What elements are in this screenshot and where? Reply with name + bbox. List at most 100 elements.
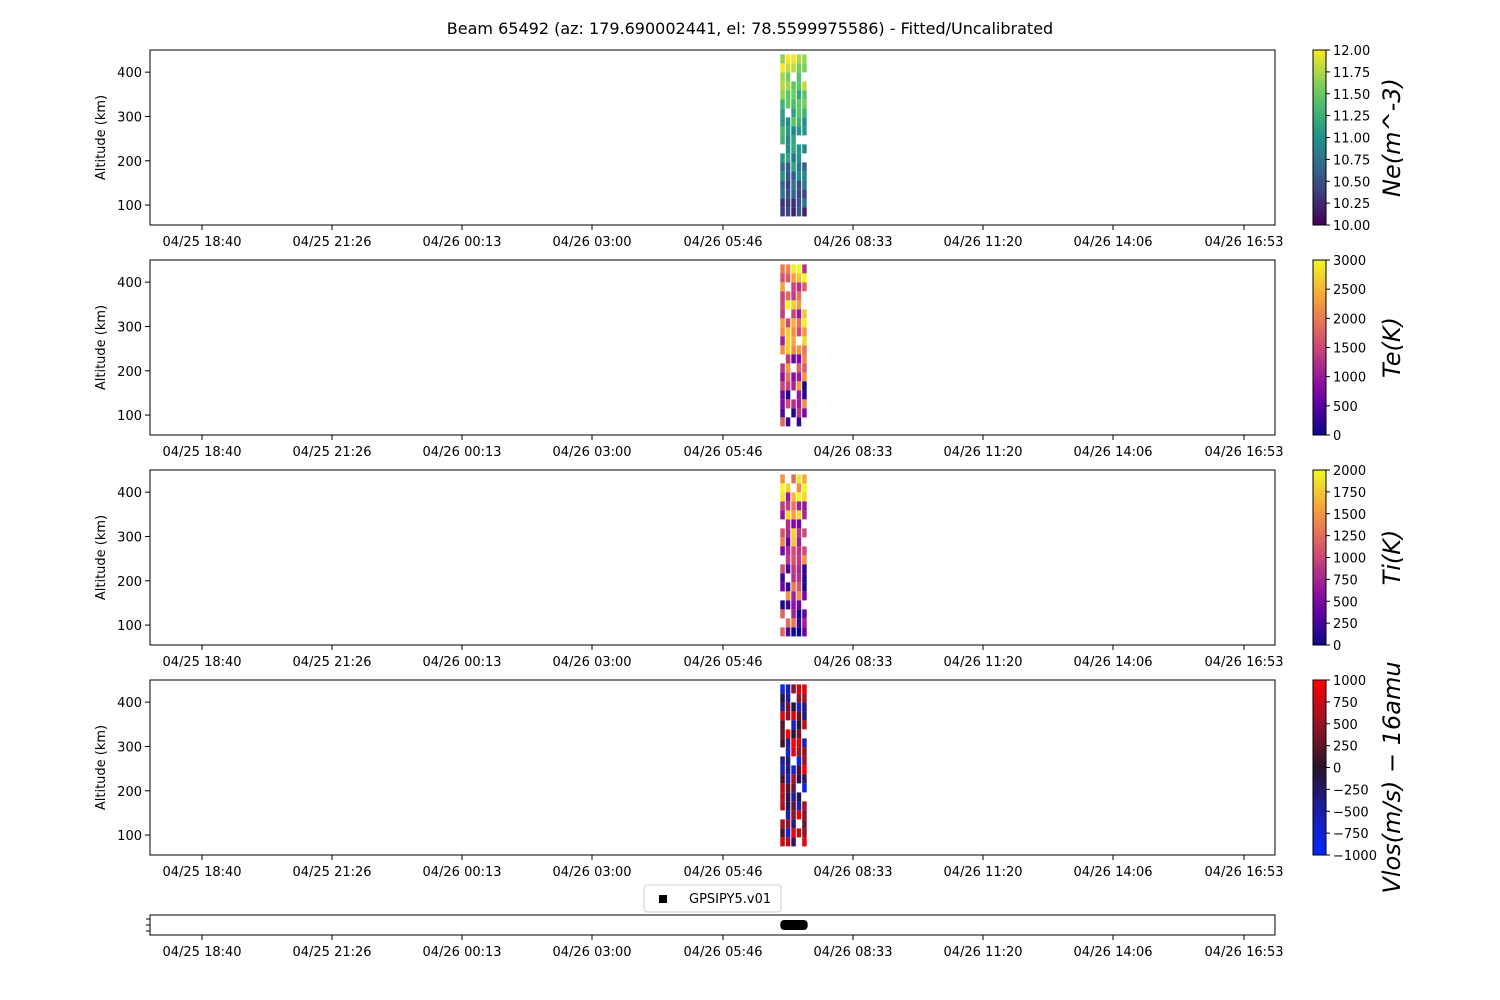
data-cell xyxy=(796,171,802,181)
x-tick-label: 04/26 05:46 xyxy=(683,655,762,670)
data-cell xyxy=(780,318,785,328)
data-cell xyxy=(791,702,796,712)
data-cell xyxy=(802,327,807,337)
data-cell xyxy=(785,198,791,208)
data-cell xyxy=(802,564,807,574)
data-cell xyxy=(796,693,802,703)
x-tick-label: 04/26 05:46 xyxy=(683,945,762,960)
colorbar-tick-label: 2000 xyxy=(1333,312,1366,327)
data-cell xyxy=(780,801,785,811)
data-cell xyxy=(796,528,802,538)
data-cell xyxy=(780,537,785,547)
data-cell xyxy=(796,180,802,190)
colorbar xyxy=(1312,469,1327,646)
data-cell xyxy=(802,501,807,511)
data-cell xyxy=(796,408,802,418)
data-cell xyxy=(802,408,807,418)
vlos-panel: 100 200 300 400 Altitude (km) 04/25 18:40 04/2… xyxy=(94,661,1406,893)
data-cell xyxy=(791,819,796,829)
data-cell xyxy=(791,684,796,694)
data-cell xyxy=(796,501,802,511)
data-cell xyxy=(802,546,807,556)
data-cell xyxy=(791,519,796,529)
colorbar-tick-label: −1000 xyxy=(1333,849,1377,864)
data-cell xyxy=(796,363,802,373)
data-cell xyxy=(785,600,791,610)
data-cell xyxy=(791,162,796,172)
ti-panel: 100 200 300 400 Altitude (km) 04/25 18:40 04/2… xyxy=(94,464,1406,670)
colorbar-tick-label: 11.50 xyxy=(1333,88,1370,103)
data-cell xyxy=(785,783,791,793)
colorbar-tick-label: 0 xyxy=(1333,639,1341,654)
data-cell xyxy=(802,171,807,181)
data-cell xyxy=(802,318,807,328)
data-cell xyxy=(791,264,796,274)
x-tick-label: 04/25 21:26 xyxy=(292,445,371,460)
x-tick-label: 04/26 00:13 xyxy=(422,865,501,880)
data-cell xyxy=(796,189,802,199)
data-cell xyxy=(802,117,807,127)
colorbar-tick-label: 1000 xyxy=(1333,371,1366,386)
data-cell xyxy=(780,63,785,73)
data-cell xyxy=(785,171,791,181)
data-cell xyxy=(780,408,785,418)
data-cell xyxy=(802,363,807,373)
data-cell xyxy=(791,399,796,409)
data-cell xyxy=(796,729,802,739)
data-cell xyxy=(785,72,791,82)
data-cell xyxy=(780,372,785,382)
x-tick-label: 04/25 18:40 xyxy=(162,445,241,460)
colorbar-tick-label: 1000 xyxy=(1333,552,1366,567)
data-cell xyxy=(791,627,796,637)
data-cell xyxy=(785,300,791,310)
data-cell xyxy=(791,609,796,619)
data-cell xyxy=(780,483,785,493)
data-cell xyxy=(780,300,785,310)
x-tick-label: 04/26 00:13 xyxy=(422,235,501,250)
x-tick-label: 04/26 05:46 xyxy=(683,865,762,880)
legend-label: GPSIPY5.v01 xyxy=(689,892,771,907)
data-cell xyxy=(785,828,791,838)
data-cell xyxy=(780,390,785,400)
data-cell xyxy=(780,180,785,190)
y-tick-label: 200 xyxy=(117,155,142,170)
data-cell xyxy=(802,309,807,319)
data-cell xyxy=(802,801,807,811)
data-cell xyxy=(796,492,802,502)
data-cell xyxy=(780,291,785,301)
y-tick-label: 300 xyxy=(117,110,142,125)
data-cell xyxy=(780,819,785,829)
y-tick-label: 100 xyxy=(117,199,142,214)
x-tick-label: 04/26 14:06 xyxy=(1073,235,1152,250)
data-cell xyxy=(780,198,785,208)
y-tick-label: 400 xyxy=(117,66,142,81)
axes-frame xyxy=(149,49,1276,226)
data-cell xyxy=(780,711,785,721)
colorbar-label: Ne(m^-3) xyxy=(1378,78,1406,197)
data-cell xyxy=(791,135,796,145)
data-cell xyxy=(791,189,796,199)
data-swath xyxy=(780,684,807,847)
x-tick-label: 04/26 16:53 xyxy=(1204,655,1283,670)
data-cell xyxy=(796,591,802,601)
data-cell xyxy=(802,711,807,721)
data-cell xyxy=(802,126,807,136)
gps-data-marks xyxy=(780,920,808,930)
x-tick-label: 04/25 18:40 xyxy=(162,235,241,250)
data-cell xyxy=(791,729,796,739)
data-cell xyxy=(791,528,796,538)
y-axis-label: Altitude (km) xyxy=(94,305,109,390)
data-cell xyxy=(796,327,802,337)
data-cell xyxy=(802,738,807,748)
data-cell xyxy=(791,408,796,418)
colorbar-tick-label: 11.25 xyxy=(1333,110,1370,125)
x-tick-label: 04/25 21:26 xyxy=(292,655,371,670)
data-cell xyxy=(796,564,802,574)
data-cell xyxy=(802,162,807,172)
x-tick-label: 04/25 18:40 xyxy=(162,865,241,880)
y-tick-label: 200 xyxy=(117,785,142,800)
data-cell xyxy=(796,474,802,484)
x-tick-label: 04/26 14:06 xyxy=(1073,945,1152,960)
data-cell xyxy=(802,144,807,154)
colorbar-tick-label: −750 xyxy=(1333,827,1369,842)
